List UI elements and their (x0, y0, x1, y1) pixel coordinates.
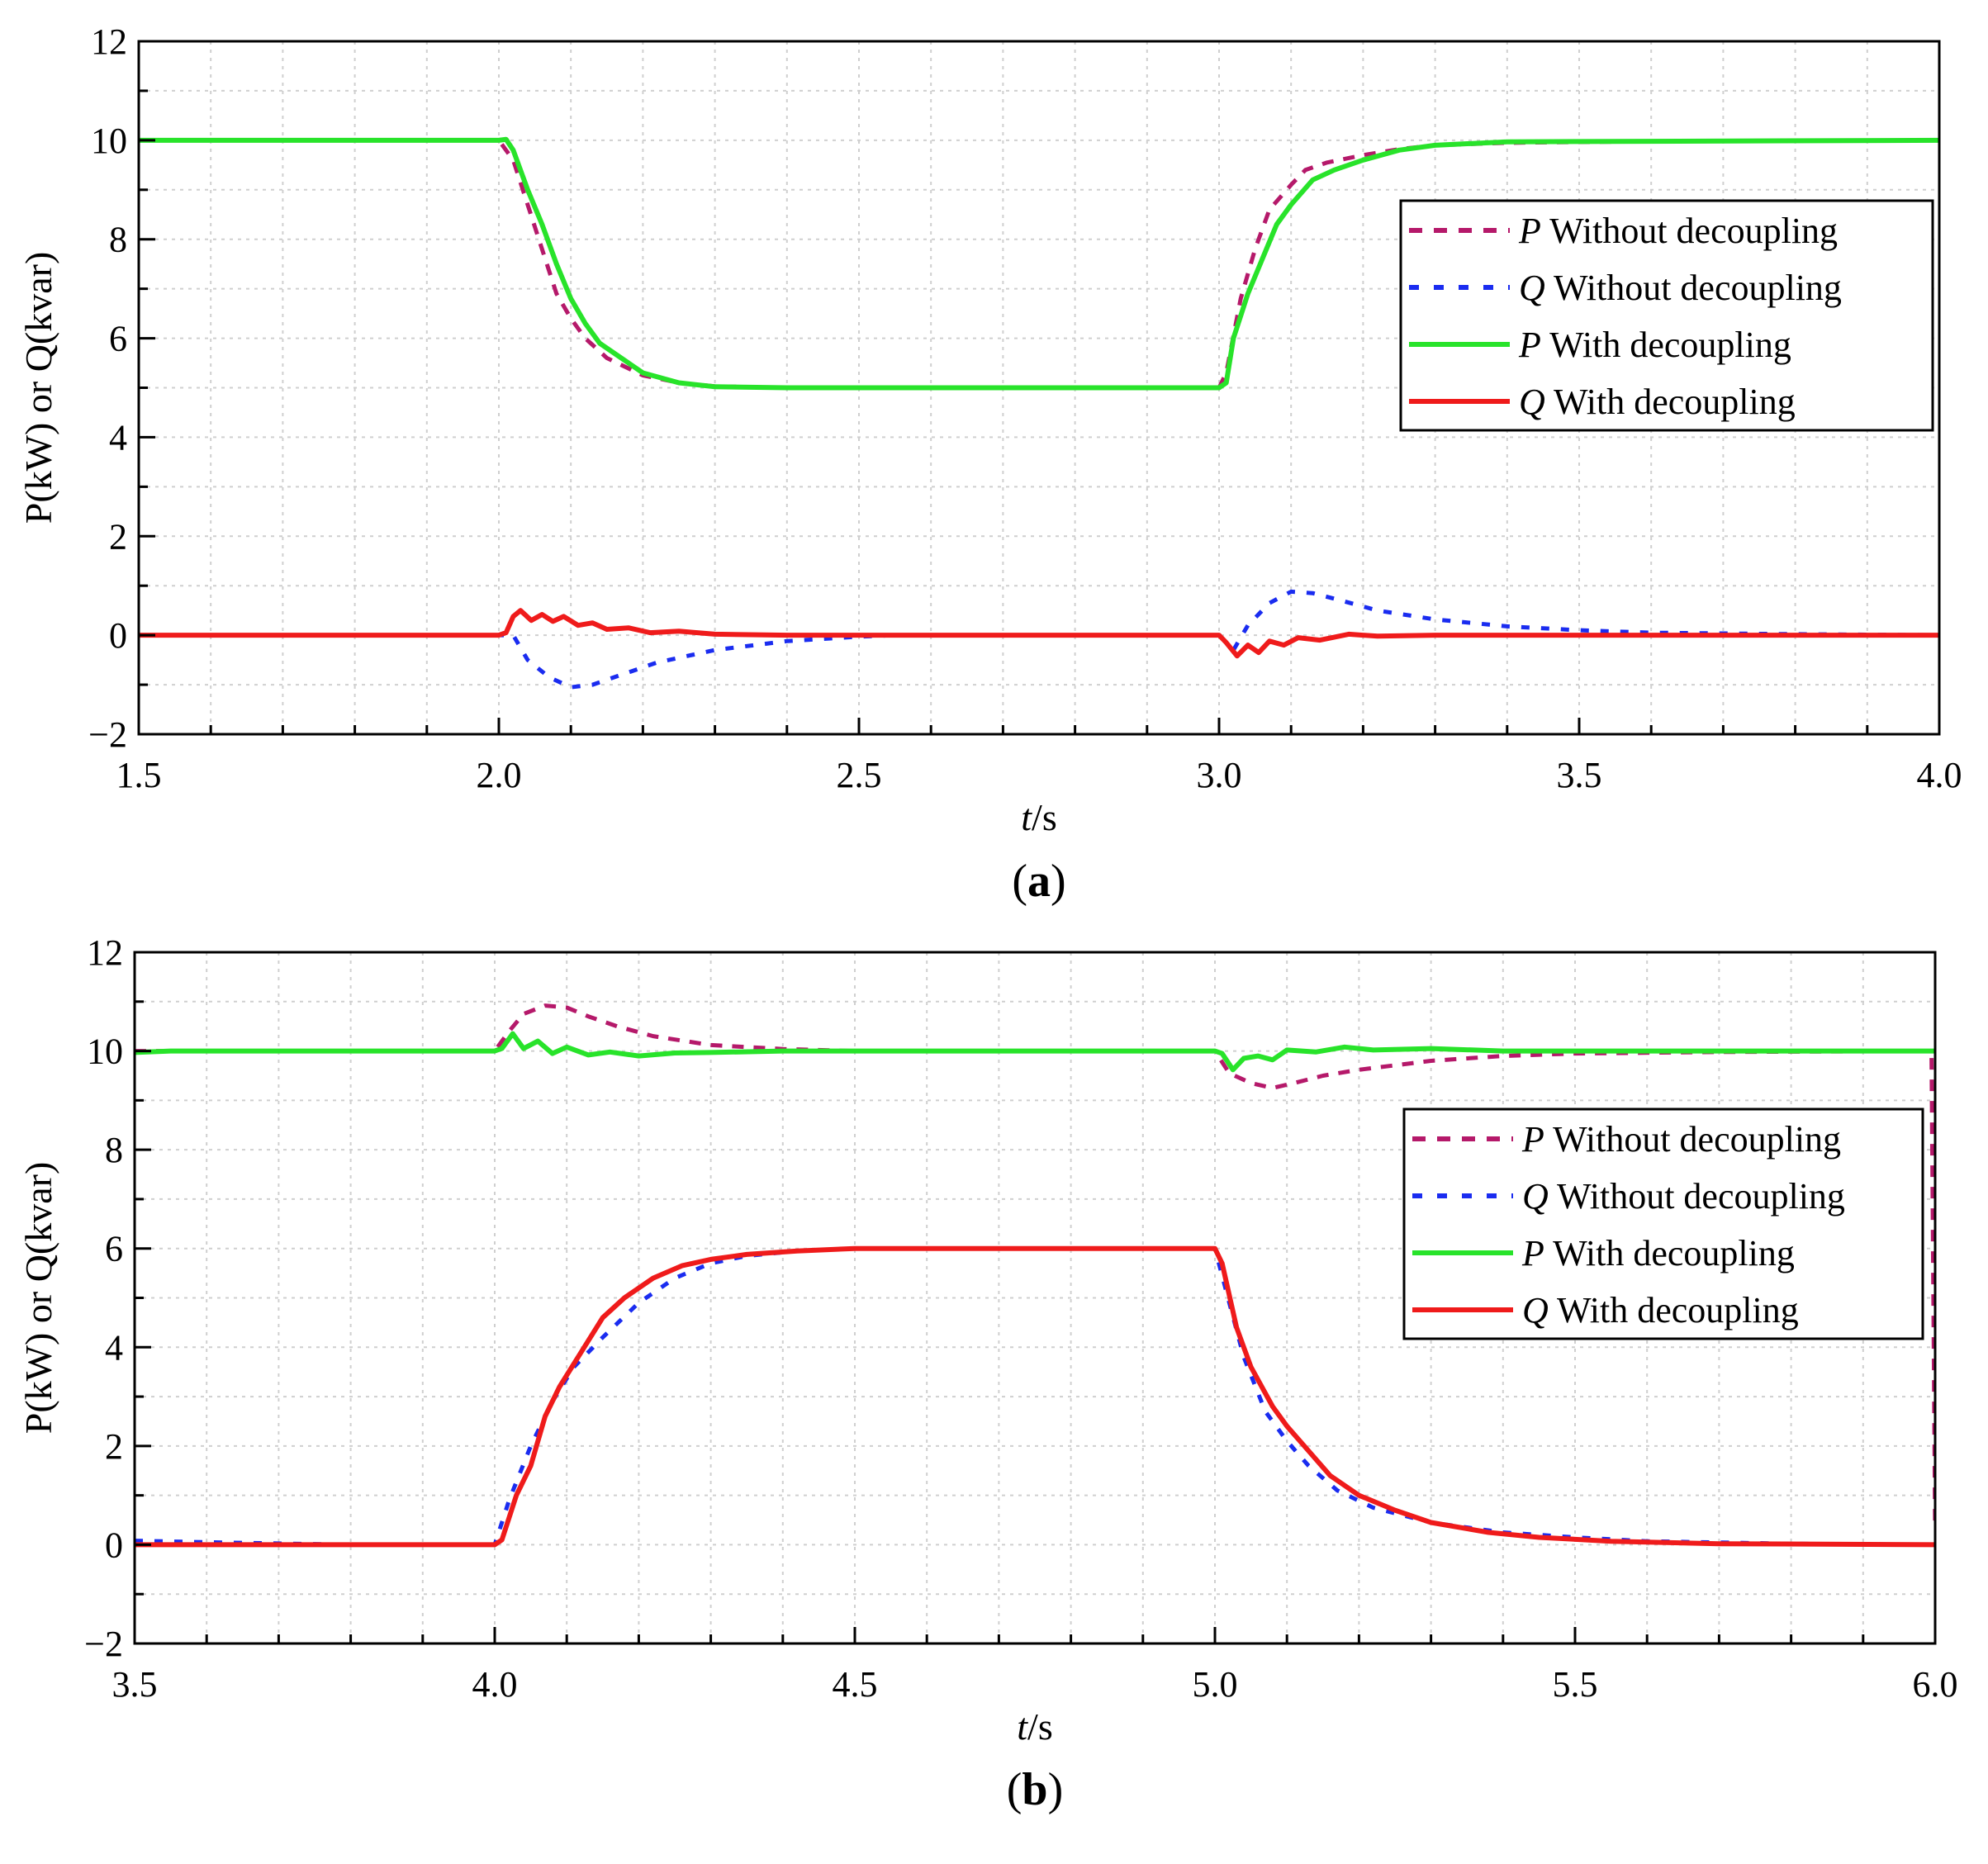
x-axis-label: t/s (1021, 796, 1056, 838)
x-axis-label: t/s (1017, 1705, 1052, 1748)
y-tick-label: 2 (105, 1426, 123, 1467)
chart-panel-b: 3.5 4.0 4.5 5.0 5.5 6.0 −2 0 2 4 6 8 10 12 P(kW) or Q(… (17, 932, 1958, 1815)
panel-caption-open: ( (1012, 856, 1027, 907)
legend-entry: Q With decoupling (1519, 382, 1796, 422)
x-tick-label: 4.5 (833, 1664, 878, 1705)
legend-entry: Q With decoupling (1522, 1290, 1799, 1330)
y-tick-label: 8 (109, 220, 127, 260)
y-tick-label: 10 (87, 1032, 123, 1072)
x-tick-label: 6.0 (1913, 1664, 1958, 1705)
x-axis-label-unit: /s (1032, 796, 1057, 838)
panel-caption-letter: b (1022, 1764, 1047, 1815)
legend-entry-variable: P (1518, 325, 1541, 365)
legend-entry-label: Without decoupling (1549, 1176, 1845, 1217)
y-axis-label: P(kW) or Q(kvar) (17, 1162, 59, 1435)
panel-caption: (b) (1007, 1764, 1063, 1815)
legend-entry-variable: Q (1522, 1290, 1549, 1330)
legend-entry: Q Without decoupling (1519, 268, 1842, 308)
x-tick-label: 5.0 (1193, 1664, 1238, 1705)
y-tick-label: 12 (87, 932, 123, 973)
series-group (135, 1003, 1935, 1548)
series-line-q-without-decoupling (139, 589, 1939, 690)
y-tick-label: 8 (105, 1130, 123, 1170)
legend-entry: P With decoupling (1521, 1233, 1795, 1273)
x-axis-label-variable: t (1021, 796, 1032, 838)
x-axis-label-unit: /s (1027, 1705, 1053, 1748)
y-axis-label: P(kW) or Q(kvar) (17, 252, 59, 524)
chart-panel-a: 1.5 2.0 2.5 3.0 3.5 4.0 −2 0 2 4 6 8 10 12 P(kW) or Q(… (17, 21, 1962, 907)
panel-caption-close: ) (1048, 1764, 1064, 1815)
legend-entry-variable: P (1521, 1119, 1544, 1160)
legend-entry-label: With decoupling (1544, 1233, 1795, 1273)
y-tick-label: 6 (109, 319, 127, 359)
series-line-q-with-decoupling (135, 1245, 1935, 1548)
legend-entry-label: With decoupling (1541, 325, 1791, 365)
y-tick-label: 12 (91, 21, 127, 62)
x-tick-label: 5.5 (1553, 1664, 1598, 1705)
y-tick-label: 0 (109, 615, 127, 656)
x-tick-label: 2.5 (837, 755, 882, 795)
legend-box (1399, 199, 1934, 432)
panel-caption-open: ( (1007, 1764, 1022, 1815)
legend-box (1402, 1107, 1924, 1340)
x-tick-label: 3.5 (112, 1664, 158, 1705)
x-tick-label: 4.0 (1917, 755, 1962, 795)
series-group (139, 136, 1939, 690)
x-tick-label: 3.0 (1197, 755, 1242, 795)
legend-entry-label: Without decoupling (1545, 268, 1842, 308)
legend-entry-variable: Q (1519, 268, 1545, 308)
legend-entry-variable: P (1521, 1233, 1544, 1273)
y-tick-label: 4 (105, 1327, 123, 1368)
panel-caption: (a) (1012, 856, 1065, 907)
x-tick-label: 3.5 (1557, 755, 1602, 795)
series-line-p-with-decoupling (139, 136, 1939, 391)
panel-caption-close: ) (1051, 856, 1066, 907)
legend-entry-label: With decoupling (1549, 1290, 1799, 1330)
legend-entry-label: Without decoupling (1544, 1119, 1841, 1160)
y-tick-label: 6 (105, 1229, 123, 1269)
legend-entry-variable: P (1518, 211, 1541, 251)
y-tick-label: 4 (109, 417, 127, 458)
legend-entry-variable: Q (1519, 382, 1545, 422)
legend-entry: P Without decoupling (1518, 211, 1838, 251)
legend-entry: Q Without decoupling (1522, 1176, 1845, 1217)
legend-entry-variable: Q (1522, 1176, 1549, 1217)
y-tick-label: −2 (84, 1624, 123, 1664)
y-tick-label: 2 (109, 516, 127, 557)
legend-entry-label: Without decoupling (1541, 211, 1838, 251)
legend-entry: P Without decoupling (1521, 1119, 1841, 1160)
x-tick-label: 4.0 (472, 1664, 518, 1705)
panel-caption-letter: a (1027, 856, 1051, 907)
x-tick-label: 1.5 (116, 755, 162, 795)
y-tick-label: 10 (91, 121, 127, 161)
y-tick-label: 0 (105, 1525, 123, 1565)
series-line-p-with-decoupling (135, 1031, 1935, 1073)
y-tick-label: −2 (88, 714, 127, 755)
legend-entry: P With decoupling (1518, 325, 1791, 365)
legend-entry-label: With decoupling (1545, 382, 1796, 422)
x-axis-label-variable: t (1017, 1705, 1028, 1748)
series-line-q-with-decoupling (139, 608, 1939, 659)
x-tick-label: 2.0 (477, 755, 522, 795)
